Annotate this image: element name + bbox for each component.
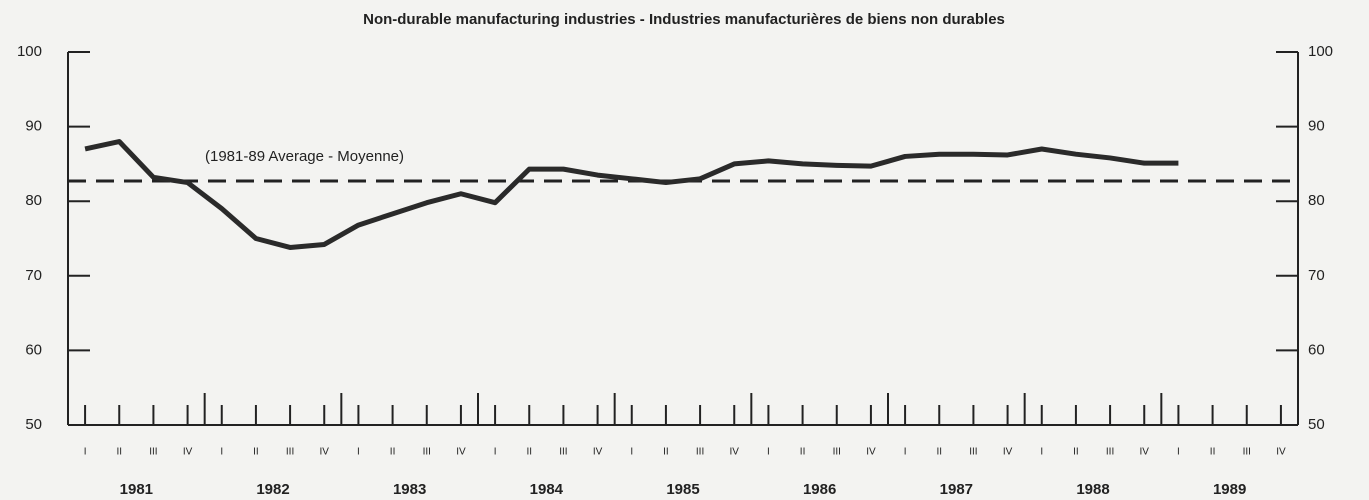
x-tick-label: III xyxy=(286,447,294,458)
x-tick-label: IV xyxy=(1140,447,1150,458)
y2-tick-label: 80 xyxy=(1308,192,1325,209)
x-tick-label: IV xyxy=(1003,447,1013,458)
x-tick-label: III xyxy=(423,447,431,458)
y-tick-label: 80 xyxy=(25,192,42,209)
year-label: 1984 xyxy=(530,481,564,498)
x-tick-label: II xyxy=(800,447,806,458)
x-tick-label: I xyxy=(904,447,907,458)
x-tick-label: IV xyxy=(866,447,876,458)
x-tick-label: II xyxy=(1210,447,1216,458)
year-label: 1986 xyxy=(803,481,836,498)
x-tick-label: II xyxy=(390,447,396,458)
chart-title: Non-durable manufacturing industries - I… xyxy=(363,11,1005,28)
x-tick-label: III xyxy=(696,447,704,458)
x-tick-label: III xyxy=(1106,447,1114,458)
y-tick-label: 60 xyxy=(25,341,42,358)
year-label: 1981 xyxy=(120,481,153,498)
x-tick-label: I xyxy=(494,447,497,458)
year-label: 1989 xyxy=(1213,481,1246,498)
y2-tick-label: 70 xyxy=(1308,267,1325,284)
x-tick-label: II xyxy=(526,447,532,458)
y2-tick-label: 50 xyxy=(1308,416,1325,433)
x-tick-label: II xyxy=(936,447,942,458)
x-tick-label: IV xyxy=(1276,447,1286,458)
x-tick-label: III xyxy=(833,447,841,458)
x-tick-label: I xyxy=(630,447,633,458)
year-label: 1982 xyxy=(256,481,289,498)
y-tick-label: 70 xyxy=(25,267,42,284)
x-tick-label: I xyxy=(84,447,87,458)
x-tick-label: II xyxy=(1073,447,1079,458)
x-tick-label: I xyxy=(1040,447,1043,458)
x-tick-label: IV xyxy=(456,447,466,458)
x-tick-label: IV xyxy=(183,447,193,458)
y-tick-label: 50 xyxy=(25,416,42,433)
x-tick-label: II xyxy=(116,447,122,458)
y2-tick-label: 100 xyxy=(1308,43,1333,60)
x-tick-label: III xyxy=(969,447,977,458)
x-tick-label: I xyxy=(357,447,360,458)
x-tick-label: IV xyxy=(593,447,603,458)
y-tick-label: 100 xyxy=(17,43,42,60)
annotation: (1981-89 Average - Moyenne) xyxy=(205,148,404,165)
x-tick-label: III xyxy=(559,447,567,458)
x-tick-label: II xyxy=(253,447,259,458)
x-tick-label: I xyxy=(1177,447,1180,458)
x-tick-label: III xyxy=(149,447,157,458)
y-tick-label: 90 xyxy=(25,118,42,135)
x-tick-label: I xyxy=(220,447,223,458)
year-label: 1985 xyxy=(666,481,699,498)
y2-tick-label: 90 xyxy=(1308,118,1325,135)
year-label: 1983 xyxy=(393,481,426,498)
year-label: 1988 xyxy=(1076,481,1109,498)
x-tick-label: IV xyxy=(730,447,740,458)
data-line xyxy=(84,139,1179,250)
x-tick-label: II xyxy=(663,447,669,458)
x-tick-label: I xyxy=(767,447,770,458)
y2-tick-label: 60 xyxy=(1308,341,1325,358)
year-label: 1987 xyxy=(940,481,973,498)
x-tick-label: III xyxy=(1243,447,1251,458)
x-tick-label: IV xyxy=(320,447,330,458)
